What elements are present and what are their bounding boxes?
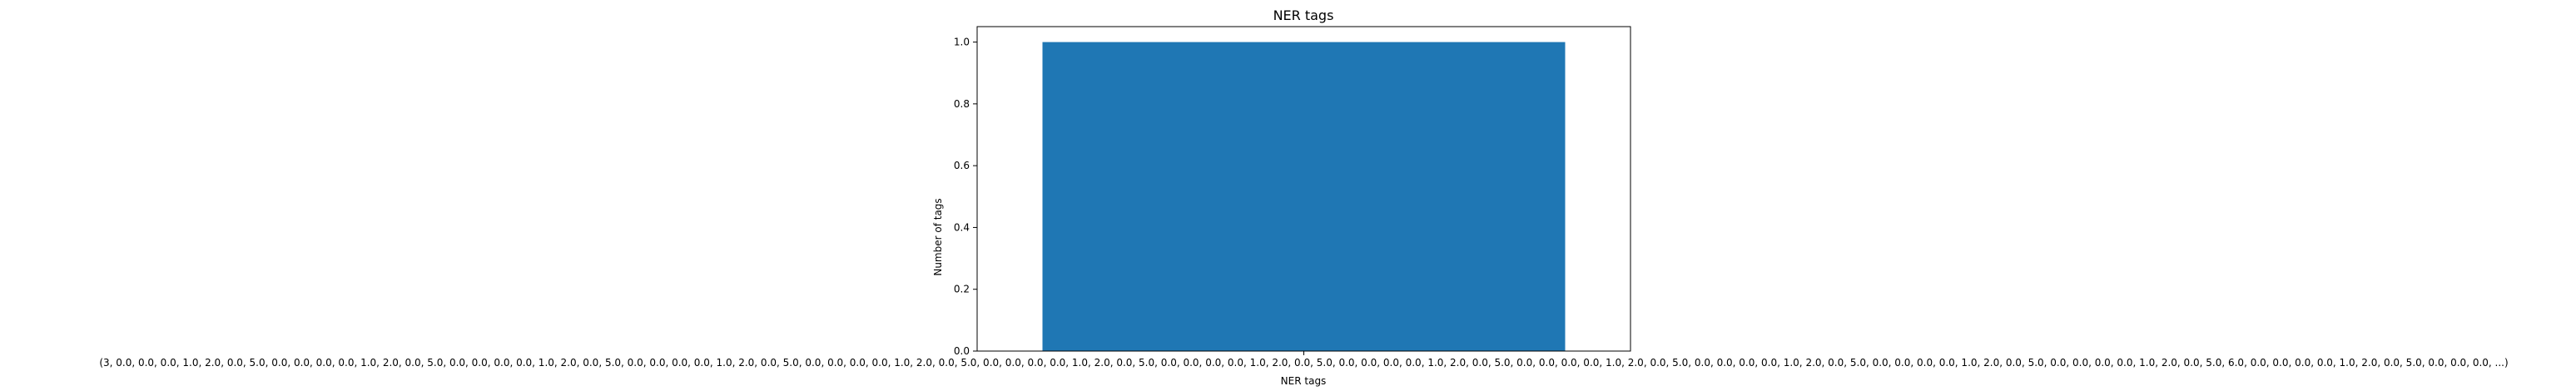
y-tick-label: 0.2 <box>954 284 970 295</box>
x-axis-label: NER tags <box>1281 375 1327 387</box>
y-tick-label: 0.6 <box>954 160 970 171</box>
y-tick-label: 0.0 <box>954 345 970 357</box>
x-axis: (3, 0.0, 0.0, 0.0, 1.0, 2.0, 0.0, 5.0, 0… <box>99 351 2509 369</box>
plot-area <box>976 26 1631 352</box>
y-axis: 0.0 0.2 0.4 0.6 0.8 1.0 <box>954 37 977 357</box>
y-tick-label: 0.4 <box>954 221 970 233</box>
chart-title: NER tags <box>1273 7 1334 23</box>
y-tick-label: 1.0 <box>954 37 970 48</box>
y-tick-label: 0.8 <box>954 98 970 110</box>
x-tick-label: (3, 0.0, 0.0, 0.0, 1.0, 2.0, 0.0, 5.0, 0… <box>99 357 2508 369</box>
y-axis-label: Number of tags <box>932 198 944 275</box>
bar <box>1042 42 1566 351</box>
